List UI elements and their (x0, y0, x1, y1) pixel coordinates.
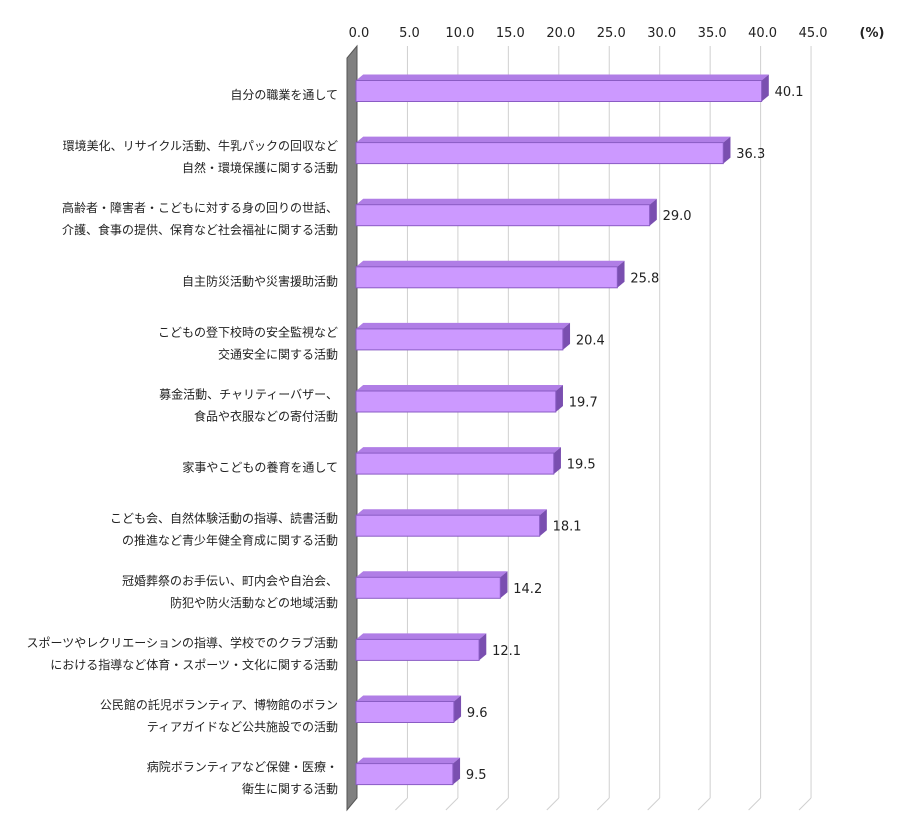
category-label: 防犯や防火活動などの地域活動 (170, 595, 338, 610)
bar-top (356, 385, 563, 391)
bar (355, 701, 455, 723)
category-label: 衛生に関する活動 (242, 782, 338, 796)
value-label: 20.4 (576, 333, 605, 348)
bar-side (555, 385, 563, 412)
category-label: 公民館の託児ボランティア、博物館のボラン (100, 697, 338, 712)
gridline-floor (748, 797, 761, 811)
category-label: 自然・環境保護に関する活動 (182, 160, 338, 175)
bar-top (356, 322, 571, 329)
category-label: 交通安全に関する活動 (218, 346, 338, 361)
category-label: こどもの登下校時の安全監視など (158, 324, 338, 339)
bar-top (356, 509, 547, 516)
bar-top (356, 757, 461, 764)
bar-side (723, 136, 731, 164)
gridline-floor (798, 797, 812, 811)
bar-top (356, 260, 625, 267)
category-label: 家事やこどもの養育を通して (182, 460, 338, 475)
value-label: 12.1 (492, 644, 521, 659)
bar (355, 763, 454, 786)
bar-top (356, 695, 462, 702)
bar (355, 204, 651, 227)
bar (355, 142, 724, 165)
bar (355, 266, 618, 289)
x-tick-label: 20.0 (546, 26, 575, 41)
bar-top (356, 74, 769, 81)
bar (355, 80, 763, 102)
category-label: 環境美化、リサイクル活動、牛乳パックの回収など (63, 138, 338, 153)
x-tick-label: 25.0 (597, 26, 626, 41)
bar-side (649, 198, 657, 226)
category-label: スポーツやレクリエーションの指導、学校でのクラブ活動 (26, 635, 338, 650)
bar-side (479, 633, 487, 661)
bar-side (553, 447, 561, 475)
category-label: 冠婚葬祭のお手伝い、町内会や自治会、 (122, 574, 338, 588)
bar-side (761, 74, 769, 102)
gridline-floor (445, 797, 459, 811)
category-label: における指導など体育・スポーツ・文化に関する活動 (50, 657, 338, 672)
category-label: 自分の職業を通して (230, 88, 338, 102)
gridline-floor (395, 797, 408, 811)
value-label: 19.5 (567, 458, 596, 473)
bar-top (356, 633, 487, 640)
gridline-floor (495, 797, 509, 811)
bar-side (500, 571, 508, 599)
bar (355, 514, 541, 537)
unit-label: (%) (860, 26, 885, 41)
value-label: 36.3 (736, 147, 765, 162)
category-label: こども会、自然体験活動の指導、読書活動 (110, 511, 338, 526)
gridline-floor (647, 797, 661, 811)
value-label: 9.5 (466, 768, 487, 783)
bar-top (356, 198, 657, 205)
x-tick-label: 30.0 (647, 26, 676, 41)
bar-top (356, 447, 561, 454)
bar (355, 452, 555, 475)
x-tick-label: 45.0 (799, 26, 828, 41)
x-tick-label: 10.0 (445, 26, 474, 41)
category-label: 高齢者・障害者・こどもに対する身の回りの世話、 (62, 200, 338, 215)
bar-side (452, 757, 461, 785)
gridline-floor (596, 797, 610, 811)
value-label: 40.1 (775, 85, 804, 100)
x-tick-label: 40.0 (748, 26, 777, 41)
value-label: 25.8 (630, 271, 659, 286)
axis-wall (346, 44, 358, 812)
category-label: 介護、食事の提供、保育など社会福祉に関する活動 (62, 222, 338, 237)
value-label: 9.6 (467, 706, 488, 721)
bar (355, 390, 557, 413)
bar (355, 328, 564, 351)
value-label: 14.2 (513, 582, 542, 597)
bar-side (617, 260, 625, 288)
value-label: 18.1 (553, 520, 582, 535)
x-tick-label: 15.0 (496, 26, 525, 41)
gridline-floor (697, 797, 711, 811)
category-label: ティアガイドなど公共施設での活動 (147, 719, 338, 734)
value-label: 29.0 (663, 209, 692, 224)
bar-side (539, 509, 547, 537)
value-label: 19.7 (569, 396, 598, 411)
category-label: 募金活動、チャリティーバザー、 (159, 387, 338, 402)
category-label: の推進など青少年健全育成に関する活動 (122, 533, 338, 548)
category-label: 自主防災活動や災害援助活動 (182, 273, 338, 288)
bar (355, 638, 480, 661)
category-label: 病院ボランティアなど保健・医療・ (147, 759, 338, 774)
x-tick-label: 0.0 (349, 26, 370, 41)
bar (355, 576, 501, 599)
category-label: 食品や衣服などの寄付活動 (194, 409, 338, 424)
x-tick-label: 5.0 (399, 26, 420, 41)
bar-top (356, 571, 508, 578)
bar-side (562, 322, 571, 350)
gridline-floor (546, 797, 560, 811)
bar-side (453, 695, 462, 723)
x-tick-label: 35.0 (698, 26, 727, 41)
bar-top (356, 136, 731, 143)
